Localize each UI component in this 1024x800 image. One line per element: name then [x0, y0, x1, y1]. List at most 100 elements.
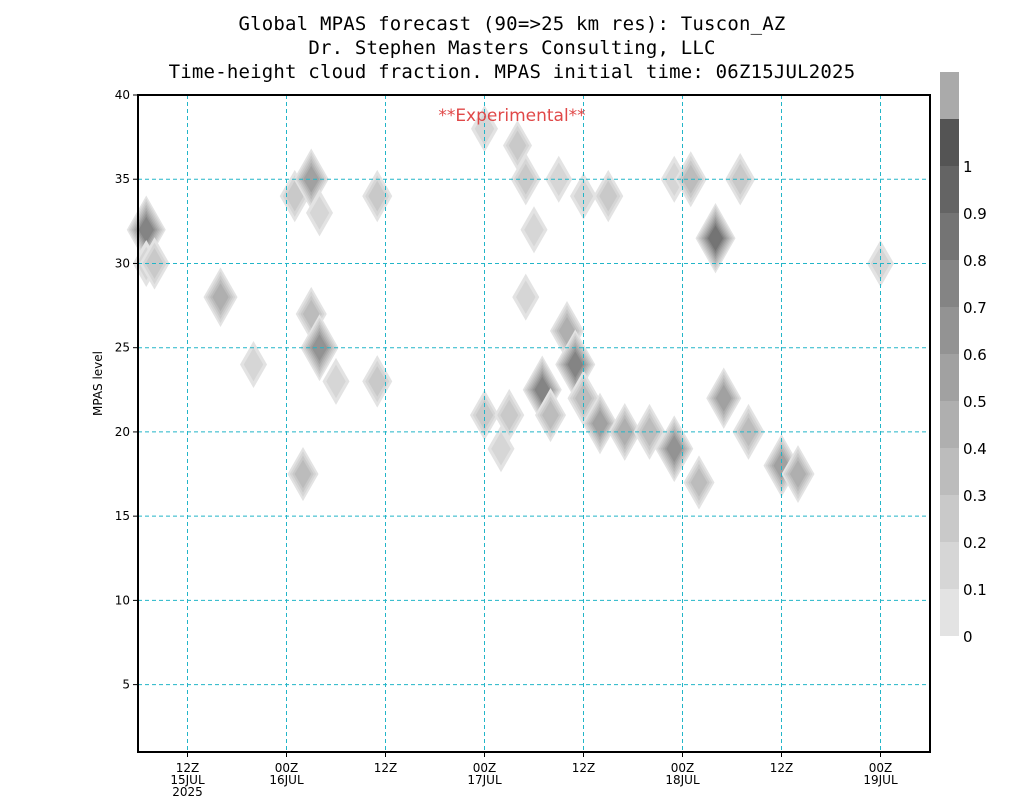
- cloud-contour: [243, 347, 264, 382]
- y-tick-label: 10: [115, 593, 130, 607]
- cloud-cell: [300, 314, 339, 382]
- y-tick-label: 35: [115, 172, 130, 186]
- cloud-cell: [512, 273, 540, 321]
- cloud-contour: [326, 364, 346, 399]
- cloud-cell: [555, 329, 596, 400]
- cloud-contour: [294, 459, 312, 489]
- cloud-cell: [240, 341, 267, 389]
- colorbar-swatch: [940, 495, 959, 542]
- cloud-contour: [475, 399, 494, 431]
- x-tick-label: 00Z: [671, 761, 695, 775]
- cloud-contour: [666, 435, 683, 463]
- colorbar-swatch: [940, 448, 959, 495]
- cloud-contour: [542, 400, 559, 430]
- colorbar-label: 0.8: [963, 252, 987, 270]
- colorbar-swatch: [940, 589, 959, 636]
- experimental-watermark: **Experimental**: [438, 106, 585, 126]
- cloud-contour: [491, 432, 511, 466]
- y-tick-label: 15: [115, 509, 130, 523]
- x-tick-label: 2025: [172, 785, 203, 799]
- cloud-cell: [535, 387, 566, 443]
- cloud-contour: [212, 283, 229, 312]
- cloud-cell: [781, 445, 815, 503]
- cloud-contour: [303, 165, 320, 193]
- colorbar-label: 0.2: [963, 534, 987, 552]
- colorbar-label: 0: [963, 628, 973, 646]
- x-tick-label: 15JUL: [170, 773, 205, 787]
- cloud-contour: [309, 196, 330, 230]
- y-tick-label: 40: [115, 88, 130, 102]
- cloud-contour: [789, 460, 807, 488]
- colorbar-swatch: [940, 401, 959, 448]
- cloud-contour: [516, 280, 536, 314]
- cloud-cell: [322, 357, 350, 405]
- cloud-cell: [494, 388, 525, 442]
- cloud-cell: [126, 195, 166, 265]
- colorbar-label: 0.6: [963, 346, 987, 364]
- colorbar-swatch: [940, 166, 959, 213]
- cloud-contour: [508, 130, 527, 161]
- x-tick-label: 00Z: [869, 761, 893, 775]
- x-tick-label: 16JUL: [269, 773, 304, 787]
- cloud-contour: [138, 216, 154, 243]
- x-tick-label: 18JUL: [665, 773, 700, 787]
- cloud-cell: [203, 267, 238, 327]
- cloud-cell: [582, 392, 618, 455]
- cloud-contour: [592, 410, 608, 437]
- colorbar-swatch: [940, 354, 959, 401]
- cloud-cell: [470, 389, 499, 441]
- colorbar-label: 0.1: [963, 581, 987, 599]
- cloud-contour: [524, 213, 544, 247]
- chart-title-line-3: Time-height cloud fraction. MPAS initial…: [168, 61, 856, 83]
- colorbar-label: 0.7: [963, 299, 987, 317]
- gridlines: [138, 95, 930, 752]
- y-tick-label: 5: [122, 678, 130, 692]
- y-axis: 5 10 15 20 25 30 35 40: [115, 88, 138, 692]
- x-tick-label: 12Z: [770, 761, 794, 775]
- cloud-contour: [368, 180, 387, 212]
- x-tick-label: 12Z: [374, 761, 398, 775]
- colorbar-swatch: [940, 260, 959, 307]
- x-tick-label: 19JUL: [863, 773, 898, 787]
- x-tick-label: 17JUL: [467, 773, 502, 787]
- colorbar-label: 1: [963, 158, 973, 176]
- cloud-cell: [471, 105, 498, 153]
- cloud-cell: [362, 355, 393, 408]
- chart-title-line-1: Global MPAS forecast (90=>25 km res): Tu…: [238, 13, 786, 35]
- cloud-cell: [706, 367, 742, 429]
- cloud-contour: [715, 384, 732, 412]
- colorbar-swatch: [940, 213, 959, 260]
- chart-title-line-2: Dr. Stephen Masters Consulting, LLC: [308, 37, 716, 59]
- cloud-cell: [593, 169, 624, 223]
- cloud-contour: [690, 468, 708, 497]
- cloud-contour: [599, 180, 618, 212]
- x-tick-label: 12Z: [176, 761, 200, 775]
- cloud-contour: [474, 111, 495, 146]
- cloud-contour: [311, 334, 328, 362]
- cloud-fraction-field: [126, 105, 894, 510]
- cloud-contour: [707, 225, 724, 251]
- cloud-cell: [306, 189, 333, 237]
- cloud-cell: [520, 206, 548, 254]
- plot-frame: [137, 94, 931, 753]
- cloud-contour: [302, 299, 320, 329]
- cloud-contour: [773, 452, 790, 480]
- cloud-contour: [567, 351, 583, 378]
- x-tick-label: 12Z: [572, 761, 596, 775]
- colorbar-swatch: [940, 119, 959, 166]
- cloud-cell: [287, 446, 319, 502]
- cloud-contour: [368, 365, 387, 397]
- colorbar-swatch: [940, 72, 959, 119]
- cloud-contour: [500, 399, 519, 431]
- colorbar-swatch: [940, 542, 959, 589]
- y-axis-label: MPAS level: [91, 351, 105, 416]
- cloud-cell: [660, 155, 688, 203]
- cloud-cell: [362, 169, 393, 223]
- colorbar-label: 0.4: [963, 440, 987, 458]
- cloud-contour: [534, 376, 550, 403]
- colorbar: 0 0.1 0.2 0.3 0.4 0.5 0.6 0.7 0.8 0.9 1: [940, 72, 987, 646]
- colorbar-label: 0.9: [963, 205, 987, 223]
- cloud-cell: [683, 455, 715, 510]
- cloud-cell: [695, 202, 736, 274]
- x-tick-label: 00Z: [473, 761, 497, 775]
